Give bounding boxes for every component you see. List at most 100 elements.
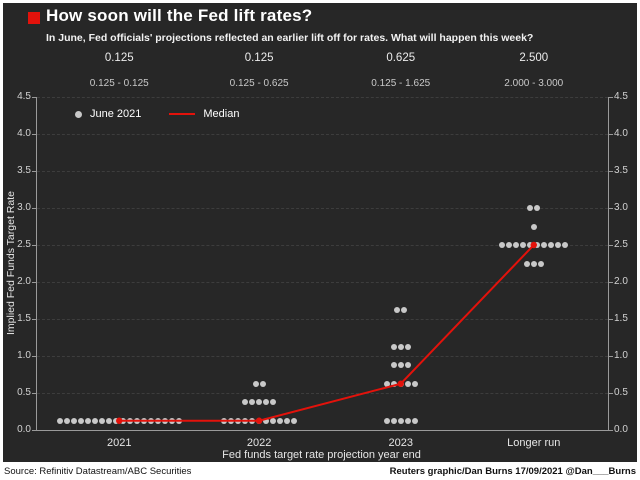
data-dot	[537, 260, 544, 267]
data-dot	[133, 417, 140, 424]
y-tick-label-left: 2.0	[17, 276, 31, 287]
y-tick-mark	[32, 97, 36, 98]
y-tick-mark	[609, 171, 613, 172]
y-tick-mark	[32, 134, 36, 135]
y-tick-label-right: 4.5	[614, 91, 628, 102]
data-dot	[523, 260, 530, 267]
data-dot	[383, 417, 390, 424]
y-tick-mark	[32, 356, 36, 357]
y-tick-label-right: 3.5	[614, 165, 628, 176]
data-dot	[140, 417, 147, 424]
data-dot	[383, 380, 390, 387]
data-dot	[77, 417, 84, 424]
data-dot	[126, 417, 133, 424]
data-dot	[404, 380, 411, 387]
data-dot	[520, 242, 527, 248]
y-tick-mark	[32, 171, 36, 172]
x-tick-label: Longer run	[507, 437, 561, 449]
y-tick-label-right: 3.0	[614, 202, 628, 213]
data-dot	[404, 343, 411, 350]
legend-item-median: Median	[169, 108, 239, 120]
data-dot	[249, 399, 256, 406]
data-dot	[513, 242, 520, 248]
y-tick-label-left: 0.5	[17, 387, 31, 398]
header-range-value: 0.125 - 0.125	[89, 78, 149, 89]
source-text: Source: Refinitiv Datastream/ABC Securit…	[4, 466, 192, 477]
header-range-value: 2.000 - 3.000	[504, 78, 564, 89]
y-tick-label-left: 0.0	[17, 424, 31, 435]
data-dot	[249, 417, 256, 424]
data-dot	[401, 306, 408, 313]
data-dot	[397, 380, 404, 387]
gridline	[37, 356, 608, 357]
data-dot	[534, 242, 541, 248]
data-dot	[270, 417, 277, 424]
y-tick-mark	[609, 393, 613, 394]
data-dot	[390, 343, 397, 350]
y-tick-mark	[32, 430, 36, 431]
data-dot	[105, 417, 112, 424]
median-line	[119, 244, 535, 422]
gridline	[37, 134, 608, 135]
gridline	[37, 208, 608, 209]
gridline	[37, 282, 608, 283]
data-dot	[228, 417, 235, 424]
y-tick-label-left: 2.5	[17, 239, 31, 250]
y-tick-label-right: 1.0	[614, 350, 628, 361]
data-dot	[263, 399, 270, 406]
y-tick-label-right: 2.0	[614, 276, 628, 287]
gray-dot-marker-icon	[75, 110, 82, 118]
data-dot	[175, 417, 182, 424]
data-dot	[548, 242, 555, 248]
data-dot	[112, 417, 119, 424]
data-dot	[530, 223, 537, 230]
red-line-marker-icon	[169, 113, 196, 115]
data-dot	[154, 417, 161, 424]
y-tick-label-left: 4.5	[17, 91, 31, 102]
header-median-value: 0.625	[386, 52, 416, 64]
data-dot	[555, 242, 562, 248]
y-tick-label-left: 3.5	[17, 165, 31, 176]
data-dot	[562, 242, 569, 248]
data-dot	[411, 380, 418, 387]
header-range-value: 0.125 - 1.625	[371, 78, 431, 89]
data-dot	[242, 417, 249, 424]
data-dot	[70, 417, 77, 424]
chart-subtitle: In June, Fed officials' projections refl…	[46, 32, 534, 44]
data-dot	[390, 417, 397, 424]
y-tick-label-left: 4.0	[17, 128, 31, 139]
y-tick-label-right: 0.5	[614, 387, 628, 398]
data-dot	[119, 417, 126, 424]
y-tick-mark	[32, 245, 36, 246]
y-tick-mark	[609, 97, 613, 98]
data-dot	[84, 417, 91, 424]
y-tick-label-right: 4.0	[614, 128, 628, 139]
y-tick-mark	[609, 356, 613, 357]
data-dot	[221, 417, 228, 424]
y-tick-label-right: 1.5	[614, 313, 628, 324]
red-accent-square	[28, 12, 40, 24]
y-tick-label-left: 1.5	[17, 313, 31, 324]
data-dot	[404, 417, 411, 424]
plot-area	[36, 97, 609, 431]
header-range-value: 0.125 - 0.625	[229, 78, 289, 89]
data-dot	[98, 417, 105, 424]
median-line-layer	[116, 241, 537, 424]
data-dot	[534, 205, 541, 211]
data-dot	[63, 417, 70, 424]
chart-title: How soon will the Fed lift rates?	[46, 6, 313, 25]
data-dot	[252, 380, 259, 387]
y-tick-label-left: 1.0	[17, 350, 31, 361]
data-dot	[530, 260, 537, 267]
x-tick-label: 2023	[388, 437, 413, 449]
header-median-value: 0.125	[104, 52, 134, 64]
data-dot	[277, 417, 284, 424]
y-tick-label-right: 0.0	[614, 424, 628, 435]
data-dot	[394, 306, 401, 313]
y-tick-mark	[609, 208, 613, 209]
x-tick-label: 2022	[246, 437, 272, 449]
data-dot	[284, 417, 291, 424]
footer-strip: Source: Refinitiv Datastream/ABC Securit…	[0, 463, 640, 480]
data-dot	[404, 362, 411, 369]
